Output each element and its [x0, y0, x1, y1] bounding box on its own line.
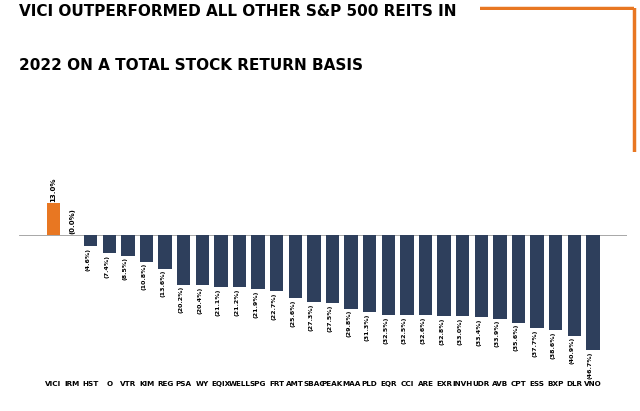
Bar: [493, 235, 507, 319]
Text: (37.7%): (37.7%): [532, 329, 537, 357]
Text: VICI OUTPERFORMED ALL OTHER S&P 500 REITS IN: VICI OUTPERFORMED ALL OTHER S&P 500 REIT…: [19, 4, 457, 19]
Bar: [84, 235, 97, 247]
Bar: [140, 235, 153, 262]
Text: (27.3%): (27.3%): [309, 304, 314, 331]
Bar: [363, 235, 376, 312]
Bar: [568, 235, 581, 336]
Text: (29.8%): (29.8%): [346, 310, 351, 337]
Text: (32.5%): (32.5%): [383, 316, 388, 344]
Bar: [121, 235, 134, 256]
Bar: [289, 235, 302, 298]
Text: (13.6%): (13.6%): [160, 270, 165, 297]
Bar: [177, 235, 191, 285]
Text: (33.0%): (33.0%): [458, 318, 463, 345]
Bar: [586, 235, 600, 350]
Text: (20.4%): (20.4%): [197, 286, 202, 314]
Text: (32.8%): (32.8%): [439, 317, 444, 344]
Bar: [549, 235, 563, 330]
Text: 2022 ON A TOTAL STOCK RETURN BASIS: 2022 ON A TOTAL STOCK RETURN BASIS: [19, 58, 364, 72]
Bar: [214, 235, 228, 287]
Text: (0.0%): (0.0%): [69, 208, 75, 234]
Text: (8.5%): (8.5%): [123, 257, 128, 280]
Bar: [326, 235, 339, 303]
Text: (33.9%): (33.9%): [495, 320, 500, 347]
Bar: [531, 235, 544, 328]
Text: (22.7%): (22.7%): [272, 292, 276, 320]
Text: (32.5%): (32.5%): [402, 316, 407, 344]
Bar: [512, 235, 525, 323]
Text: (33.4%): (33.4%): [476, 319, 481, 346]
Bar: [159, 235, 172, 269]
Bar: [381, 235, 395, 315]
Text: (40.9%): (40.9%): [569, 337, 574, 365]
Text: (21.1%): (21.1%): [216, 289, 221, 316]
Bar: [252, 235, 265, 289]
Text: (27.5%): (27.5%): [328, 304, 333, 332]
Bar: [400, 235, 413, 315]
Bar: [307, 235, 321, 302]
Bar: [270, 235, 284, 291]
Text: (20.2%): (20.2%): [179, 286, 184, 314]
Bar: [102, 235, 116, 253]
Text: (7.4%): (7.4%): [104, 254, 109, 277]
Text: (21.2%): (21.2%): [234, 289, 239, 316]
Bar: [196, 235, 209, 285]
Text: (10.8%): (10.8%): [141, 263, 147, 290]
Text: (32.6%): (32.6%): [420, 317, 426, 344]
Text: (21.9%): (21.9%): [253, 290, 258, 318]
Text: (38.6%): (38.6%): [550, 332, 556, 359]
Bar: [233, 235, 246, 287]
Bar: [344, 235, 358, 309]
Bar: [437, 235, 451, 316]
Text: 13.0%: 13.0%: [51, 178, 56, 202]
Text: (4.6%): (4.6%): [86, 248, 91, 271]
Text: (31.3%): (31.3%): [365, 314, 370, 341]
Text: (25.6%): (25.6%): [291, 300, 295, 327]
Text: (46.7%): (46.7%): [588, 351, 593, 379]
Bar: [419, 235, 432, 316]
Bar: [475, 235, 488, 317]
Text: (35.6%): (35.6%): [513, 324, 518, 351]
Bar: [456, 235, 469, 316]
Bar: [47, 203, 60, 235]
